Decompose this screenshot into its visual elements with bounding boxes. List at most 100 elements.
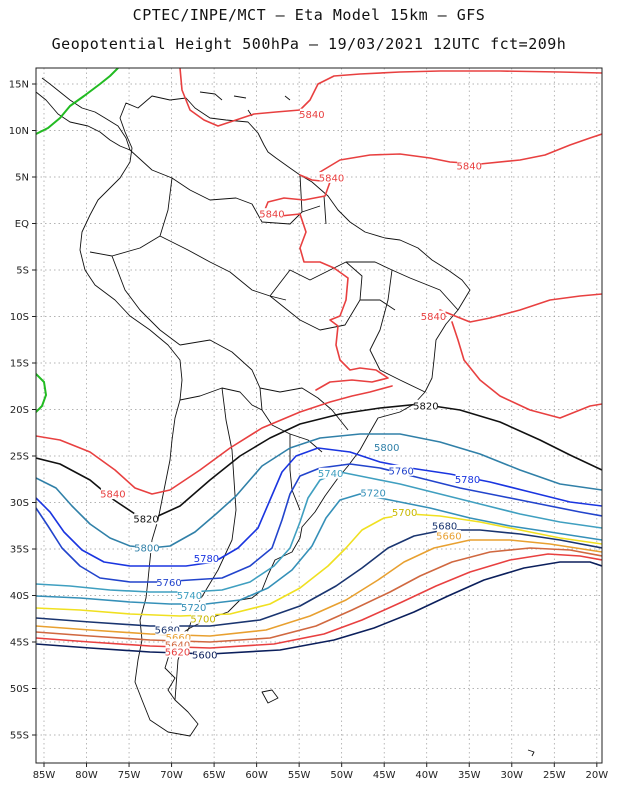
- contour-label: 5760: [156, 576, 182, 589]
- lat-tick-label: EQ: [15, 219, 29, 230]
- lon-tick-label: 60W: [245, 770, 268, 781]
- lat-tick-label: 5S: [16, 266, 29, 277]
- contour-label-text: 5620: [165, 648, 190, 659]
- contour-label: 5740: [177, 589, 202, 602]
- caribbean-islands: [199, 91, 291, 117]
- contour-label: 5780: [455, 473, 480, 486]
- falkland-islands: [261, 689, 279, 704]
- contour-itcz-north: [36, 68, 119, 135]
- contour-label: 5800: [374, 441, 399, 454]
- lat-tick-label: 45S: [10, 638, 29, 649]
- contour-label-text: 5700: [190, 614, 215, 625]
- contour-itcz-west: [36, 373, 47, 413]
- lon-tick-label: 40W: [415, 770, 438, 781]
- lat-tick-label: 30S: [10, 498, 29, 509]
- contour-5840-ne: [451, 321, 602, 419]
- contour-label: 5800: [134, 542, 160, 555]
- south-georgia: [527, 749, 535, 757]
- contour-label: 5620: [165, 646, 190, 659]
- contour-label-text: 5720: [360, 489, 385, 500]
- contour-label-text: 5740: [177, 591, 202, 602]
- central-america-coastline: [36, 77, 131, 151]
- contour-5800: [36, 433, 602, 549]
- contour-label: 5640: [165, 638, 190, 651]
- lon-tick-label: 80W: [75, 770, 98, 781]
- contour-5620: [36, 553, 602, 649]
- contour-label-text: 5760: [388, 466, 413, 477]
- contour-label: 5720: [360, 487, 386, 500]
- contour-label: 5760: [388, 464, 414, 477]
- lon-tick-label: 70W: [160, 770, 183, 781]
- lat-tick-label: 55S: [10, 731, 29, 742]
- contour-5700: [36, 513, 602, 617]
- contour-label-text: 5820: [133, 515, 158, 526]
- contour-label: 5840: [319, 171, 344, 184]
- lat-tick-label: 40S: [10, 591, 29, 602]
- contour-label: 5700: [392, 506, 417, 519]
- contour-5600: [36, 561, 602, 655]
- contour-label: 5840: [421, 310, 446, 323]
- contour-label: 5840: [299, 108, 325, 121]
- lon-tick-label: 85W: [33, 770, 56, 781]
- contour-label-text: 5660: [166, 633, 191, 644]
- contour-label-text: 5780: [194, 554, 219, 565]
- contour-label: 5700: [190, 612, 216, 625]
- contour-5840-main: [36, 385, 393, 495]
- contour-label-text: 5840: [100, 490, 125, 501]
- contour-5640: [36, 547, 602, 643]
- contour-5840-east: [439, 293, 602, 323]
- contour-label-text: 5840: [319, 173, 344, 184]
- contour-label-text: 5740: [318, 469, 343, 480]
- contour-label: 5680: [155, 623, 180, 636]
- axis-ticks: 15N 10N 5N EQ 5S 10S 15S 20S 25S 30S 35S 40S 45S 50S 5…: [9, 80, 608, 782]
- contour-label: 5660: [436, 529, 462, 542]
- contour-5660: [36, 539, 602, 637]
- contour-label: 5840: [457, 159, 482, 172]
- lat-tick-label: 20S: [10, 405, 29, 416]
- lon-tick-label: 65W: [203, 770, 226, 781]
- contour-label-text: 5700: [392, 508, 417, 519]
- contour-label-text: 5800: [374, 443, 399, 454]
- contour-label: 5740: [318, 467, 343, 480]
- contour-5840-north: [179, 68, 602, 127]
- contour-label-text: 5840: [299, 110, 324, 121]
- contour-label-text: 5760: [156, 578, 181, 589]
- lat-tick-label: 10S: [10, 312, 29, 323]
- contour-label-text: 5840: [457, 161, 482, 172]
- lat-tick-label: 50S: [10, 684, 29, 695]
- contour-label: 5840: [259, 208, 285, 221]
- lat-tick-label: 5N: [15, 173, 29, 184]
- contour-label: 5820: [413, 399, 439, 412]
- lon-tick-label: 25W: [543, 770, 566, 781]
- contour-label-text: 5640: [165, 640, 190, 651]
- coastlines-and-borders: [36, 77, 535, 757]
- contour-label: 5780: [194, 552, 219, 565]
- contour-label: 5660: [166, 631, 191, 644]
- grid-lines: [36, 68, 602, 763]
- title-line-1: CPTEC/INPE/MCT – Eta Model 15km – GFS: [132, 6, 486, 24]
- contour-5760: [36, 463, 602, 583]
- contour-label: 5600: [192, 649, 217, 662]
- contour-5820: [36, 403, 602, 517]
- contour-label-text: 5600: [192, 651, 217, 662]
- contour-label-text: 5840: [421, 312, 446, 323]
- contour-label-text: 5780: [455, 475, 480, 486]
- lon-tick-label: 50W: [330, 770, 353, 781]
- contour-label-text: 5820: [413, 401, 438, 412]
- lon-tick-label: 45W: [373, 770, 396, 781]
- plot-frame: [35, 67, 603, 764]
- lat-tick-label: 15S: [10, 359, 29, 370]
- lat-tick-label: 35S: [10, 545, 29, 556]
- contour-label-text: 5800: [134, 544, 159, 555]
- lat-tick-label: 15N: [9, 80, 29, 91]
- contour-5840-amazon: [263, 174, 389, 391]
- contour-label: 5840: [100, 488, 126, 501]
- contour-label: 5720: [181, 601, 206, 614]
- contour-label-text: 5720: [181, 603, 206, 614]
- contour-label: 5680: [432, 519, 457, 532]
- contour-label: 5820: [133, 513, 159, 526]
- contour-label-text: 5680: [155, 625, 180, 636]
- country-borders: [89, 149, 459, 701]
- contour-label-text: 5660: [436, 531, 461, 542]
